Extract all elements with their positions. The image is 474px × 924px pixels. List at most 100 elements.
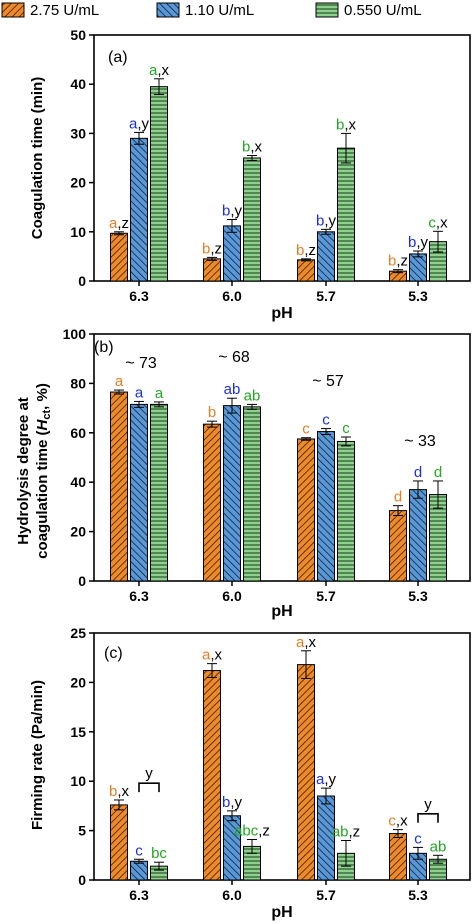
bar (203, 670, 221, 881)
x-axis-label: pH (271, 305, 292, 322)
legend-label: 2.75 U/mL (30, 2, 99, 19)
y-tick-label: 0 (78, 573, 86, 589)
significance-label: a (115, 373, 124, 390)
error-bar (154, 861, 164, 871)
bar (223, 405, 241, 582)
significance-bracket (138, 782, 160, 793)
plot-frame (93, 34, 471, 282)
error-bar (134, 131, 144, 145)
bar (409, 253, 427, 282)
y-tick-label: 15 (70, 724, 86, 740)
significance-label: a (135, 384, 144, 401)
bar (337, 147, 355, 282)
legend-item-1-10: 1.10 U/mL (156, 2, 254, 19)
bar (150, 403, 168, 582)
significance-label: a,z (109, 215, 129, 232)
significance-label: a,x (149, 62, 170, 79)
y-tick-label: 60 (70, 425, 86, 441)
bar (337, 440, 355, 582)
significance-label: ab (244, 387, 261, 404)
x-tick-label: 5.7 (316, 288, 336, 304)
y-tick-label: 50 (70, 27, 86, 43)
y-tick-label: 10 (70, 224, 86, 240)
significance-label: c (322, 412, 330, 429)
bar (223, 225, 241, 282)
group-annotation: ~ 33 (404, 433, 436, 450)
y-axis-label-line1: Hydrolysis degree at (15, 397, 32, 545)
legend-label: 0.550 U/mL (344, 2, 422, 19)
error-bar (413, 480, 423, 499)
error-bar (114, 389, 124, 395)
error-bar (393, 269, 403, 274)
legend-label: 1.10 U/mL (185, 2, 254, 19)
y-tick-label: 100 (63, 326, 87, 342)
significance-label: b,y (316, 212, 337, 229)
error-bar (227, 397, 237, 414)
bracket-label: y (145, 765, 153, 782)
group-annotation: ~ 73 (125, 355, 157, 372)
significance-label: b,y (408, 234, 429, 251)
significance-label: c (135, 842, 143, 859)
plot-frame (93, 333, 471, 582)
error-bar (393, 505, 403, 517)
bar (110, 232, 128, 282)
significance-label: b (208, 404, 216, 421)
y-tick-label: 20 (70, 524, 86, 540)
significance-label: a,y (316, 771, 337, 788)
x-tick-label: 6.3 (129, 588, 149, 604)
y-tick-label: 10 (70, 773, 86, 789)
y-axis-label-line2: coagulation time (Hct, %) (34, 383, 53, 559)
bar (203, 258, 221, 282)
error-bar (114, 799, 124, 811)
significance-label: c,x (428, 214, 448, 231)
bar (110, 391, 128, 582)
bar (297, 259, 315, 282)
legend-item-0-550: 0.550 U/mL (315, 2, 422, 19)
error-bar (433, 480, 443, 509)
error-bar (227, 810, 237, 822)
x-tick-label: 6.0 (222, 588, 242, 604)
error-bar (301, 437, 311, 441)
bar (297, 664, 315, 881)
error-bar (301, 258, 311, 262)
significance-label: a,y (129, 115, 150, 132)
error-bar (433, 854, 443, 864)
bar (317, 431, 335, 582)
y-tick-label: 20 (70, 175, 86, 191)
panel-a: (a) Coagulation time (min) pH 0 10 20 30 40 5… (29, 27, 471, 322)
panel-c: (c) Firming rate (Pa/min) pH 0 5 10 15 20 25 6… (29, 625, 471, 921)
error-bar (341, 839, 351, 867)
significance-label: b,x (242, 139, 263, 156)
error-bar (321, 787, 331, 805)
bar (297, 438, 315, 582)
significance-label: b,x (109, 783, 130, 800)
y-tick-label: 80 (70, 375, 86, 391)
significance-label: b,z (296, 242, 316, 259)
significance-label: b,z (202, 240, 222, 257)
y-tick-label: 25 (70, 625, 86, 641)
x-tick-label: 6.0 (222, 887, 242, 903)
error-bar (207, 663, 217, 678)
significance-label: d (394, 489, 402, 506)
bar (150, 86, 168, 282)
legend-item-2-75: 2.75 U/mL (1, 2, 99, 19)
bar (243, 157, 261, 282)
x-tick-label: 6.3 (129, 887, 149, 903)
x-axis-label: pH (271, 603, 292, 620)
significance-label: ab (430, 838, 447, 855)
panel-label: (b) (94, 339, 114, 356)
error-bar (247, 403, 257, 410)
x-axis-label: pH (271, 904, 292, 921)
error-bar (413, 250, 423, 258)
group-annotation: ~ 57 (312, 373, 344, 390)
error-bar (341, 132, 351, 164)
significance-label: b,y (222, 203, 243, 220)
y-tick-label: 20 (70, 674, 86, 690)
y-tick-label: 0 (78, 872, 86, 888)
significance-label: c (342, 420, 350, 437)
error-bar (301, 650, 311, 679)
error-bar (247, 155, 257, 161)
bar (389, 833, 407, 881)
y-tick-label: 0 (78, 273, 86, 289)
